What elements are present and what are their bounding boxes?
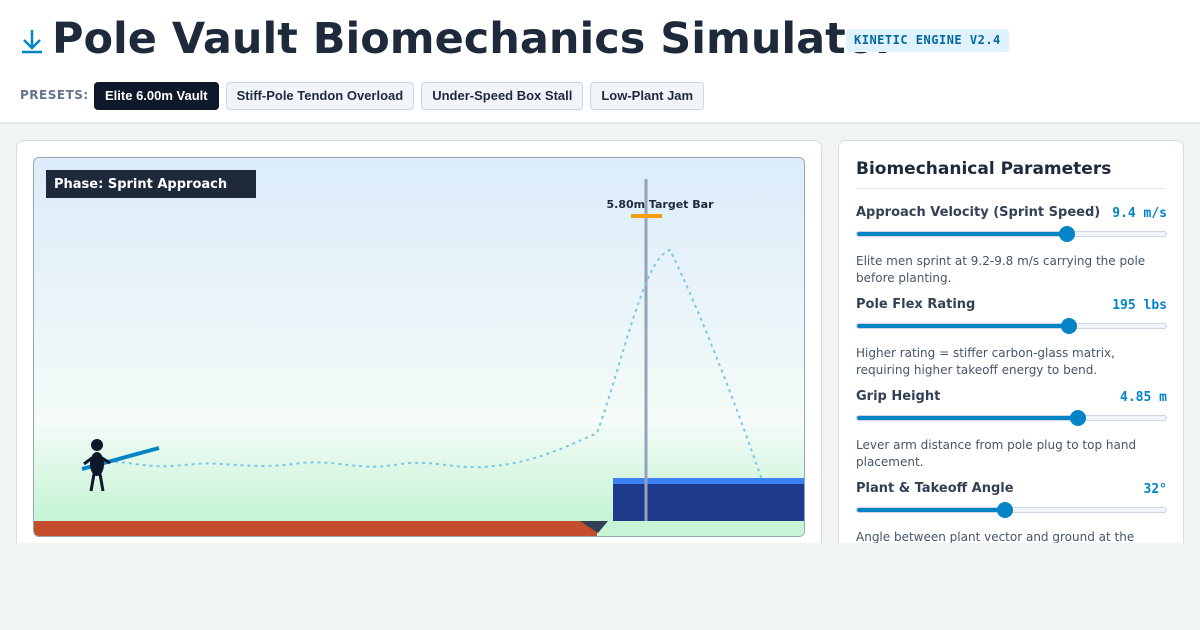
slider[interactable] (856, 410, 1167, 426)
mat-top (613, 478, 804, 484)
parameter-name: Pole Flex Rating (856, 297, 976, 312)
parameter: Plant & Takeoff Angle 32° Angle between pl… (856, 481, 1167, 543)
preset-button[interactable]: Under-Speed Box Stall (421, 82, 584, 110)
parameter-value: 4.85 m (1120, 390, 1167, 405)
slider-fill (857, 232, 1068, 236)
main: 5.80m Target Bar Phase: Sprint Approach … (0, 124, 1200, 543)
trajectory (93, 248, 763, 481)
simulation-canvas: 5.80m Target Bar Phase: Sprint Approach (33, 157, 805, 537)
slider-fill (857, 416, 1078, 420)
parameters-card: Biomechanical Parameters Approach Veloci… (838, 140, 1184, 543)
plant-box (580, 521, 608, 533)
runway (34, 521, 597, 536)
preset-button[interactable]: Stiff-Pole Tendon Overload (225, 82, 415, 110)
slider-fill (857, 508, 1006, 512)
slider[interactable] (856, 502, 1167, 518)
parameter: Grip Height 4.85 m Lever arm distance from… (856, 389, 1167, 469)
athlete (81, 439, 160, 492)
slider[interactable] (856, 226, 1167, 242)
preset-buttons: Elite 6.00m Vault Stiff-Pole Tendon Over… (94, 82, 705, 110)
slider-thumb (997, 502, 1014, 518)
parameter-name: Approach Velocity (Sprint Speed) (856, 205, 1101, 220)
parameter-description: Higher rating = stiffer carbon-glass mat… (856, 346, 1115, 377)
phase-box (46, 170, 256, 198)
parameter: Pole Flex Rating 195 lbs Higher rating = s… (856, 297, 1167, 377)
preset-button[interactable]: Low-Plant Jam (590, 82, 705, 110)
parameter-description: Angle between plant vector and ground at… (856, 530, 1135, 543)
logo-icon (22, 30, 42, 54)
parameter-value: 195 lbs (1112, 298, 1167, 313)
phase-label: Phase: Sprint Approach (54, 177, 227, 192)
panel-title: Biomechanical Parameters (856, 159, 1166, 189)
slider-thumb (1059, 226, 1076, 242)
parameter-value: 9.4 m/s (1112, 206, 1167, 221)
slider-thumb (1060, 318, 1077, 334)
parameter-name: Plant & Takeoff Angle (856, 481, 1014, 496)
parameter-description: Elite men sprint at 9.2-9.8 m/s carrying… (856, 254, 1146, 285)
presets-label: PRESETS: (20, 88, 89, 102)
parameter-value: 32° (1143, 482, 1167, 497)
landing-mat (613, 478, 804, 521)
parameter-name: Grip Height (856, 389, 941, 404)
sky (34, 158, 804, 536)
title: Pole Vault Biomechanics Simulator (52, 14, 897, 64)
version-badge: KINETIC ENGINE V2.4 (846, 29, 1009, 52)
parameter: Approach Velocity (Sprint Speed) 9.4 m/s E… (856, 205, 1167, 285)
slider-thumb (1069, 410, 1086, 426)
bar-label: 5.80m Target Bar (606, 198, 714, 211)
slider[interactable] (856, 318, 1167, 334)
simulation-card: 5.80m Target Bar Phase: Sprint Approach (16, 140, 822, 543)
slider-fill (857, 324, 1069, 328)
preset-button[interactable]: Elite 6.00m Vault (94, 82, 219, 110)
header: Pole Vault Biomechanics Simulator KINETI… (0, 0, 1200, 124)
parameter-description: Lever arm distance from pole plug to top… (856, 438, 1137, 469)
